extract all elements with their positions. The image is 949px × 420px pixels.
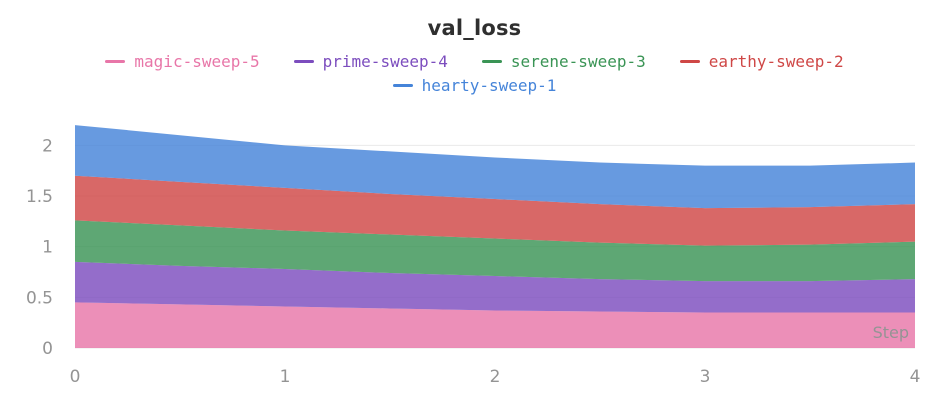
plot-area[interactable]: 0 0.5 1 1.5 2 0 1 2 3 4 Step bbox=[0, 110, 949, 420]
area-earthy-sweep-2[interactable] bbox=[75, 175, 915, 246]
legend-swatch-icon bbox=[679, 60, 700, 63]
legend-swatch-icon bbox=[392, 84, 413, 87]
legend-swatch-icon bbox=[105, 60, 126, 63]
area-hearty-sweep-1[interactable] bbox=[75, 125, 915, 209]
y-tick-label: 1.5 bbox=[26, 187, 53, 207]
legend-item-serene-sweep-3[interactable]: serene-sweep-3 bbox=[481, 52, 646, 71]
legend-swatch-icon bbox=[481, 60, 502, 63]
legend-item-earthy-sweep-2[interactable]: earthy-sweep-2 bbox=[679, 52, 844, 71]
legend-label: magic-sweep-5 bbox=[134, 52, 260, 71]
x-tick-label: 2 bbox=[490, 367, 501, 387]
legend-label: hearty-sweep-1 bbox=[421, 76, 557, 95]
legend-item-hearty-sweep-1[interactable]: hearty-sweep-1 bbox=[392, 76, 557, 95]
legend-label: earthy-sweep-2 bbox=[708, 52, 844, 71]
area-serene-sweep-3[interactable] bbox=[75, 220, 915, 282]
x-axis-label: Step bbox=[873, 323, 909, 342]
x-tick-label: 0 bbox=[70, 367, 81, 387]
chart-title: val_loss bbox=[427, 16, 522, 40]
legend-label: serene-sweep-3 bbox=[510, 52, 646, 71]
y-tick-label: 0 bbox=[42, 339, 53, 359]
y-tick-label: 0.5 bbox=[26, 288, 53, 308]
legend-item-prime-sweep-4[interactable]: prime-sweep-4 bbox=[293, 52, 448, 71]
area-prime-sweep-4[interactable] bbox=[75, 261, 915, 313]
legend-label: prime-sweep-4 bbox=[322, 52, 448, 71]
legend-row: magic-sweep-5 prime-sweep-4 serene-sweep-3… bbox=[105, 52, 844, 71]
y-tick-label: 1 bbox=[42, 238, 53, 258]
legend-row: hearty-sweep-1 bbox=[392, 76, 557, 95]
legend-swatch-icon bbox=[293, 60, 314, 63]
x-tick-label: 1 bbox=[280, 367, 291, 387]
y-tick-label: 2 bbox=[42, 136, 53, 156]
x-tick-label: 4 bbox=[910, 367, 921, 387]
legend-item-magic-sweep-5[interactable]: magic-sweep-5 bbox=[105, 52, 260, 71]
area-magic-sweep-5[interactable] bbox=[75, 302, 915, 348]
legend: magic-sweep-5 prime-sweep-4 serene-sweep-3… bbox=[0, 52, 949, 95]
x-tick-label: 3 bbox=[700, 367, 711, 387]
